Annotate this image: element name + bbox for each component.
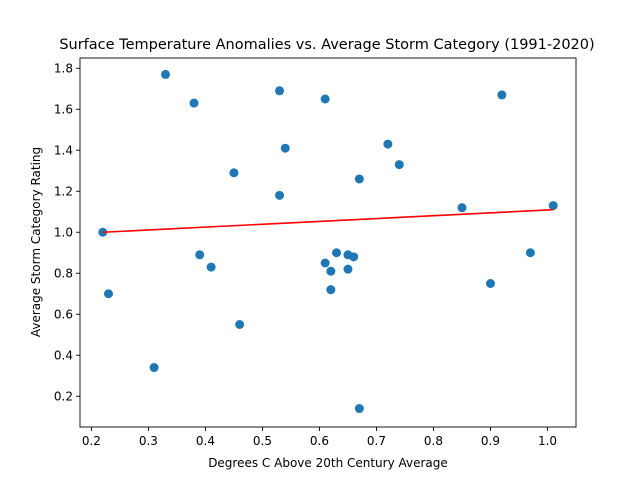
x-tick-label: 0.9 xyxy=(481,434,500,448)
x-axis: 0.2 0.3 0.4 0.5 0.6 0.7 0.8 0.9 1.0 xyxy=(82,427,557,448)
trendline-layer xyxy=(102,208,554,234)
scatter-point xyxy=(275,190,285,200)
x-tick-label: 0.7 xyxy=(367,434,386,448)
chart-title: Surface Temperature Anomalies vs. Averag… xyxy=(59,37,594,53)
scatter-point xyxy=(104,289,114,299)
scatter-point xyxy=(149,363,159,373)
y-axis: 0.2 0.4 0.6 0.8 1.0 1.2 1.4 1.6 1.8 xyxy=(54,61,80,403)
scatter-point xyxy=(497,90,507,100)
scatter-point xyxy=(343,264,353,274)
scatter-point xyxy=(383,139,393,149)
scatter-point xyxy=(457,203,467,213)
scatter-point xyxy=(235,320,245,329)
plot-area: 0.2 0.3 0.4 0.5 0.6 0.7 0.8 0.9 1.0 0.2 0.4 0.6 0.8… xyxy=(54,57,577,448)
y-tick-label: 1.4 xyxy=(54,143,73,157)
y-tick-label: 1.0 xyxy=(54,225,73,239)
scatter-point xyxy=(326,285,336,295)
scatter-point xyxy=(354,174,364,184)
y-tick-label: 1.2 xyxy=(54,184,73,198)
y-tick-label: 0.8 xyxy=(54,266,73,280)
scatter-points xyxy=(98,69,558,414)
scatter-point xyxy=(525,248,535,258)
scatter-point xyxy=(326,266,336,276)
x-tick-label: 0.6 xyxy=(310,434,329,448)
x-tick-label: 0.2 xyxy=(82,434,101,448)
x-tick-label: 0.8 xyxy=(424,434,443,448)
trendline xyxy=(102,208,554,234)
x-tick-label: 0.4 xyxy=(196,434,215,448)
scatter-point xyxy=(206,262,216,272)
y-axis-label: Average Storm Category Rating xyxy=(29,147,43,337)
x-axis-label: Degrees C Above 20th Century Average xyxy=(208,456,448,470)
scatter-point xyxy=(394,160,404,170)
x-tick-label: 1.0 xyxy=(538,434,557,448)
scatter-point xyxy=(280,143,290,153)
scatter-point xyxy=(332,248,342,258)
plot-frame xyxy=(79,57,577,428)
scatter-point xyxy=(229,168,239,178)
scatter-point xyxy=(320,258,330,268)
scatter-point xyxy=(161,69,171,79)
scatter-point xyxy=(485,279,495,288)
y-tick-label: 0.4 xyxy=(54,348,73,362)
y-tick-label: 0.2 xyxy=(54,389,73,403)
scatter-point xyxy=(548,201,558,211)
scatter-point xyxy=(354,404,364,414)
scatter-point xyxy=(189,98,199,108)
scatter-point xyxy=(349,252,359,262)
scatter-point xyxy=(195,250,205,260)
y-tick-label: 1.8 xyxy=(54,61,73,75)
scatter-point xyxy=(275,86,285,96)
scatter-point xyxy=(320,94,330,104)
x-tick-label: 0.3 xyxy=(139,434,158,448)
y-tick-label: 1.6 xyxy=(54,102,73,116)
x-tick-label: 0.5 xyxy=(253,434,272,448)
y-tick-label: 0.6 xyxy=(54,307,73,321)
